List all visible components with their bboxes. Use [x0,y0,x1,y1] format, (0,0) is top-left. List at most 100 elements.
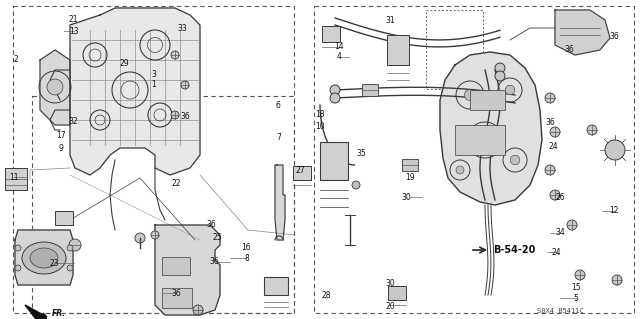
Text: 36: 36 [609,32,620,41]
Text: 16: 16 [241,243,252,252]
Circle shape [193,305,203,315]
Circle shape [330,93,340,103]
Text: B-54-20: B-54-20 [493,245,536,255]
Circle shape [605,140,625,160]
Text: 32: 32 [68,117,79,126]
Text: 9: 9 [58,144,63,153]
Text: FR.: FR. [52,308,66,317]
Polygon shape [15,230,73,285]
Circle shape [67,245,73,251]
Circle shape [575,270,585,280]
Text: 30: 30 [401,193,412,202]
Text: 22: 22 [172,179,180,188]
Text: 15: 15 [571,283,581,292]
Text: 20: 20 [385,302,396,311]
Circle shape [171,51,179,59]
Circle shape [505,85,515,95]
Text: 3: 3 [151,70,156,79]
Text: 10: 10 [315,122,325,130]
Text: 33: 33 [177,24,188,33]
Circle shape [456,166,464,174]
Circle shape [550,127,560,137]
Text: 36: 36 [564,45,575,54]
Text: 36: 36 [545,118,556,127]
Text: 30: 30 [385,279,396,288]
Circle shape [478,133,492,147]
Text: 18: 18 [316,110,324,119]
Text: 36: 36 [180,112,191,121]
Bar [55,211,73,225]
Text: 24: 24 [548,142,559,151]
Text: 35: 35 [356,149,367,158]
Text: 36: 36 [209,257,220,266]
Polygon shape [70,8,200,175]
Bar [5,168,27,190]
Circle shape [181,81,189,89]
Text: 5: 5 [573,294,579,303]
Text: 34: 34 [555,228,565,237]
Circle shape [567,220,577,230]
Text: S0X4 B5411C: S0X4 B5411C [537,308,584,314]
Bar [362,84,378,96]
Bar [162,288,192,308]
Text: 1: 1 [151,80,156,89]
Circle shape [47,79,63,95]
Bar [387,35,409,65]
Bar [320,142,348,180]
Text: 21: 21 [69,15,78,24]
Text: 29: 29 [120,59,130,68]
Circle shape [495,63,505,73]
Circle shape [550,190,560,200]
Bar [293,166,311,180]
Polygon shape [155,225,220,315]
Circle shape [15,265,21,271]
Text: 8: 8 [244,254,249,263]
Circle shape [465,89,476,100]
Text: 14: 14 [334,42,344,51]
Circle shape [352,181,360,189]
Circle shape [15,245,21,251]
Text: 17: 17 [56,131,66,140]
Circle shape [545,165,555,175]
Text: 23: 23 [49,259,60,268]
Circle shape [587,125,597,135]
Text: 2: 2 [13,55,19,63]
Text: 24: 24 [552,248,562,256]
Circle shape [495,71,505,81]
Polygon shape [275,165,285,240]
Circle shape [171,111,179,119]
Circle shape [330,85,340,95]
Text: 36: 36 [171,289,181,298]
Ellipse shape [22,242,66,274]
Text: 19: 19 [404,173,415,182]
Text: 4: 4 [337,52,342,61]
Bar [162,257,190,275]
Circle shape [151,231,159,239]
Text: 31: 31 [385,16,396,25]
Polygon shape [40,50,70,125]
Circle shape [612,275,622,285]
Text: 36: 36 [206,220,216,229]
Polygon shape [440,52,542,205]
Text: 13: 13 [68,27,79,36]
Ellipse shape [30,248,58,268]
Text: 28: 28 [322,291,331,300]
Polygon shape [25,305,50,319]
Text: 11: 11 [10,173,19,182]
Text: 26: 26 [555,193,565,202]
Bar [402,159,418,171]
Bar [388,286,406,300]
Bar [264,277,288,295]
Text: 25: 25 [212,233,223,242]
Circle shape [67,265,73,271]
Polygon shape [555,10,610,55]
Text: 6: 6 [276,101,281,110]
Circle shape [135,233,145,243]
Text: 7: 7 [276,133,281,142]
Bar [455,125,505,155]
Text: 27: 27 [296,166,306,175]
Bar [322,26,340,42]
Circle shape [545,93,555,103]
Circle shape [69,239,81,251]
Circle shape [510,155,520,165]
